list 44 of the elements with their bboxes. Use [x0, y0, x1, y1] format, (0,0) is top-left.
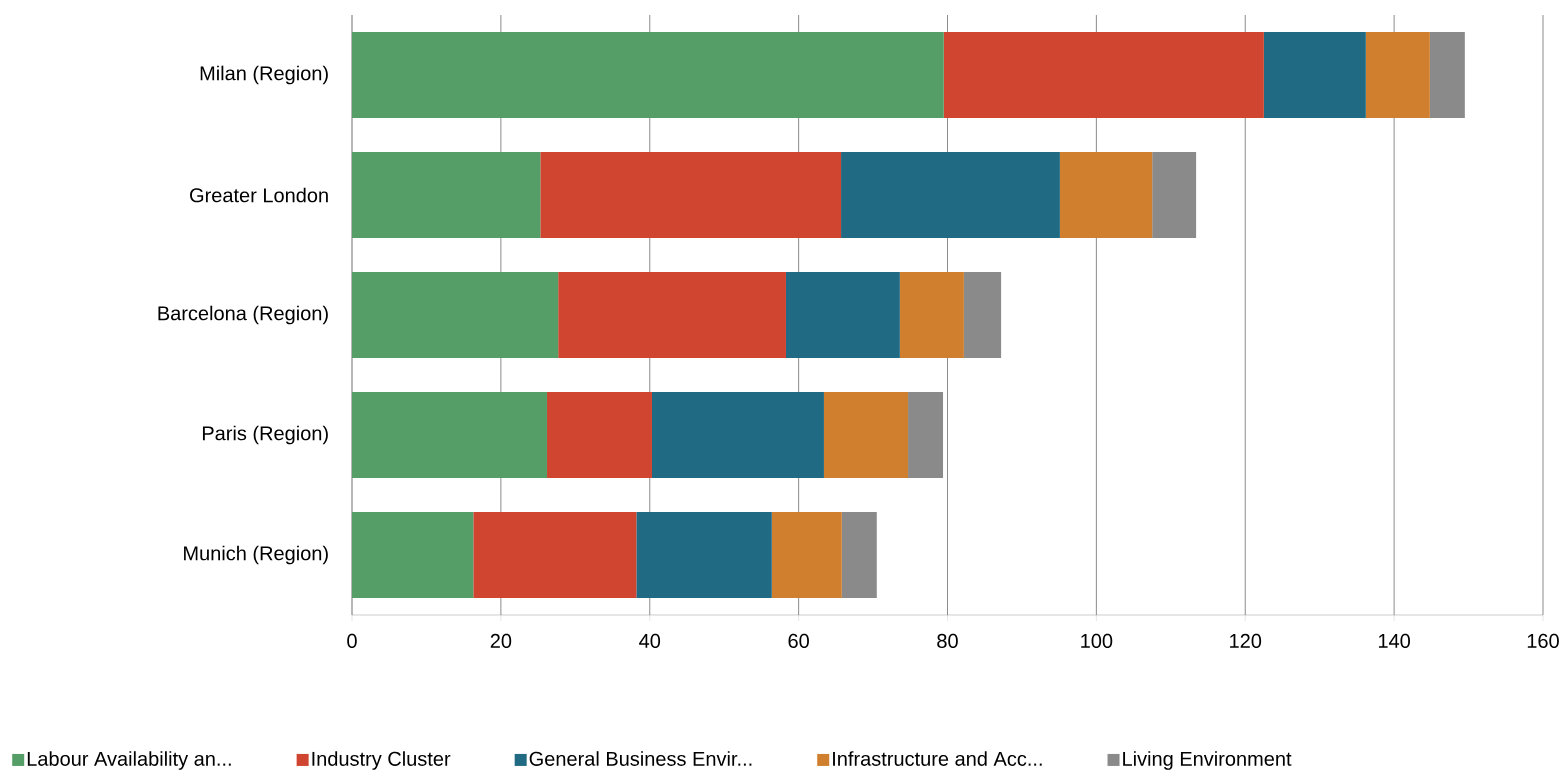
bar — [547, 392, 652, 478]
bar — [943, 32, 1264, 118]
y-tick-label: Greater London — [190, 187, 328, 203]
y-tick-label: Munich (Region) — [184, 545, 328, 565]
bar — [899, 272, 964, 358]
bar — [963, 272, 1002, 358]
bar — [651, 392, 824, 478]
bar — [785, 272, 900, 358]
bar — [352, 272, 559, 358]
y-tick-label: Barcelona (Region) — [158, 305, 328, 325]
bar — [352, 32, 944, 118]
bar — [823, 392, 909, 478]
bar — [841, 152, 1060, 238]
bar — [1059, 152, 1153, 238]
legend-label: General Business Envir... — [529, 751, 752, 766]
bar — [908, 392, 944, 478]
x-tick-label: 160 — [1527, 633, 1559, 649]
bar — [1429, 32, 1465, 118]
bar — [540, 152, 842, 238]
y-tick-label: Milan (Region) — [200, 65, 328, 85]
x-tick-label: 100 — [1081, 633, 1113, 649]
bar — [1152, 152, 1197, 238]
legend-label: Labour Availability an... — [27, 751, 231, 770]
legend-label: Industry Cluster — [312, 751, 451, 770]
bar — [352, 152, 541, 238]
x-tick-label: 60 — [788, 633, 809, 649]
bar — [1263, 32, 1366, 118]
bar — [841, 512, 877, 598]
x-tick-label: 120 — [1230, 633, 1262, 649]
bar — [771, 512, 842, 598]
bar — [1365, 32, 1430, 118]
bar — [352, 392, 548, 478]
x-tick-label: 40 — [639, 633, 661, 649]
bar — [558, 272, 786, 358]
bar — [473, 512, 637, 598]
x-tick-label: 140 — [1378, 633, 1411, 649]
x-tick-label: 20 — [490, 633, 512, 649]
y-tick-label: Paris (Region) — [202, 425, 328, 445]
bar — [636, 512, 772, 598]
legend-label: Infrastructure and Acc... — [833, 751, 1042, 766]
legend-label: Living Environment — [1123, 751, 1292, 770]
x-tick-label: 80 — [937, 633, 958, 649]
x-tick-label: 0 — [347, 633, 357, 649]
bar — [352, 512, 474, 598]
